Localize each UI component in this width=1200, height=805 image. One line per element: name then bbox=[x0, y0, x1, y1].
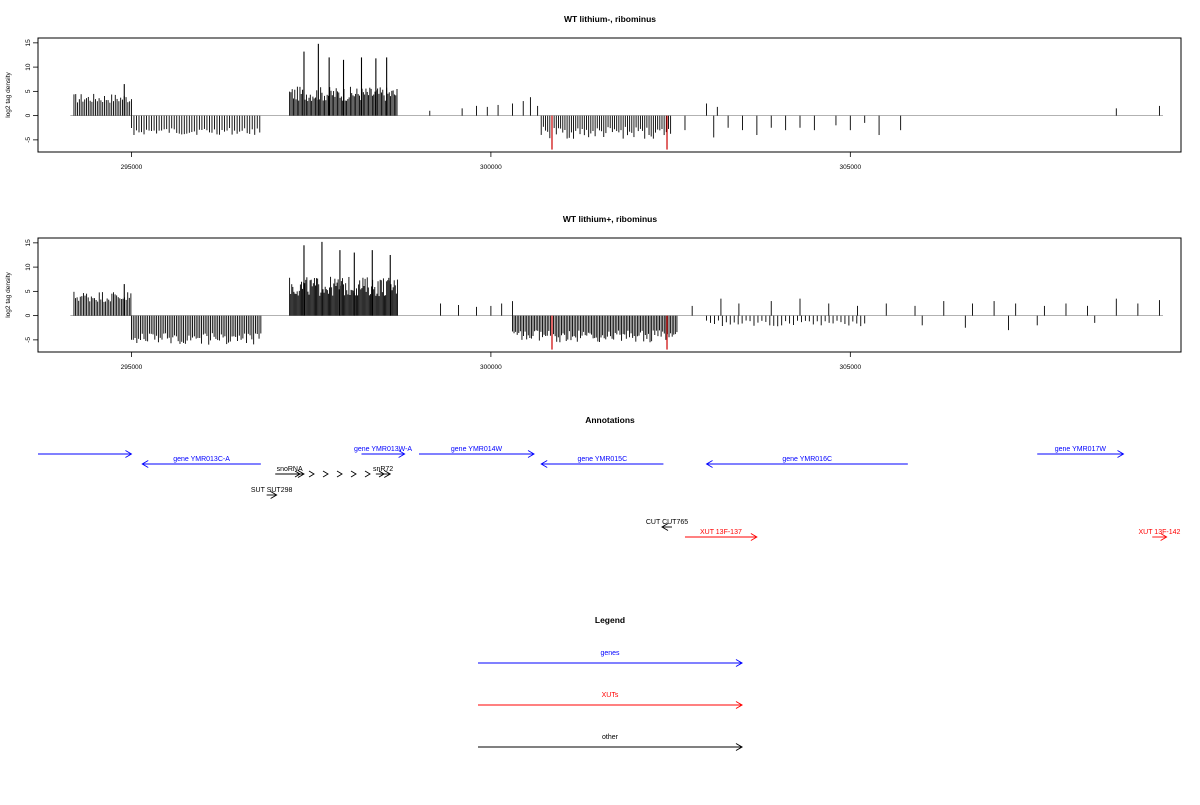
feature-label: gene YMR015C bbox=[577, 456, 627, 463]
y-tick-label: 0 bbox=[25, 313, 32, 317]
legend-title: Legend bbox=[595, 615, 625, 625]
y-tick-label: 15 bbox=[25, 239, 32, 247]
y-tick-label: 0 bbox=[25, 113, 32, 117]
feature-label: gene YMR013W-A bbox=[354, 446, 412, 453]
feature-label: XUT 13F-142 bbox=[1138, 529, 1180, 536]
feature-arrowhead bbox=[705, 460, 713, 468]
feature-label: CUT CUT765 bbox=[646, 519, 688, 526]
y-axis-label: log2 tag density bbox=[5, 271, 12, 317]
legend-arrowhead bbox=[735, 659, 743, 667]
feature-arrowhead bbox=[308, 470, 315, 478]
feature-arrowhead bbox=[141, 460, 149, 468]
y-tick-label: 10 bbox=[25, 263, 32, 271]
feature-arrowhead bbox=[1160, 533, 1168, 541]
feature-arrowhead bbox=[364, 470, 371, 478]
feature-arrowhead bbox=[294, 470, 301, 478]
y-tick-label: -5 bbox=[25, 337, 32, 343]
feature-arrowhead bbox=[378, 470, 385, 478]
x-tick-label: 305000 bbox=[839, 164, 861, 171]
feature-label: snR72 bbox=[373, 466, 393, 473]
feature-arrowhead bbox=[297, 470, 305, 478]
feature-label: XUT 13F-137 bbox=[700, 529, 742, 536]
feature-label: gene YMR016C bbox=[782, 456, 832, 463]
legend-label: other bbox=[602, 734, 619, 741]
y-tick-label: 15 bbox=[25, 39, 32, 47]
y-tick-label: 10 bbox=[25, 63, 32, 71]
feature-arrowhead bbox=[661, 523, 669, 531]
y-tick-label: 5 bbox=[25, 289, 32, 293]
feature-arrowhead bbox=[384, 470, 392, 478]
legend-label: XUTs bbox=[602, 692, 619, 699]
x-tick-label: 300000 bbox=[480, 164, 502, 171]
feature-label: gene YMR013C-A bbox=[173, 456, 230, 463]
feature-arrowhead bbox=[750, 533, 758, 541]
legend-arrowhead bbox=[735, 743, 743, 751]
chart-title: WT lithium-, ribominus bbox=[564, 14, 656, 24]
feature-arrowhead bbox=[322, 470, 329, 478]
x-tick-label: 295000 bbox=[121, 164, 143, 171]
feature-arrowhead bbox=[336, 470, 343, 478]
x-tick-label: 295000 bbox=[121, 364, 143, 371]
feature-label: gene YMR017W bbox=[1055, 446, 1107, 453]
feature-arrowhead bbox=[398, 450, 406, 458]
feature-label: snoRNA bbox=[277, 466, 303, 473]
x-tick-label: 305000 bbox=[839, 364, 861, 371]
feature-arrowhead bbox=[125, 450, 133, 458]
annotations-title: Annotations bbox=[585, 415, 635, 425]
plot-frame bbox=[37, 37, 1182, 153]
feature-arrowhead bbox=[270, 491, 278, 499]
feature-label: gene YMR014W bbox=[451, 446, 503, 453]
x-tick-label: 300000 bbox=[480, 364, 502, 371]
feature-arrowhead bbox=[540, 460, 548, 468]
y-tick-label: -5 bbox=[25, 137, 32, 143]
legend-label: genes bbox=[600, 650, 620, 657]
feature-arrowhead bbox=[1117, 450, 1125, 458]
y-axis-label: log2 tag density bbox=[5, 71, 12, 117]
feature-arrowhead bbox=[350, 470, 357, 478]
legend-arrowhead bbox=[735, 701, 743, 709]
chart-title: WT lithium+, ribominus bbox=[563, 214, 657, 224]
feature-label: SUT SUT298 bbox=[251, 487, 293, 494]
y-tick-label: 5 bbox=[25, 89, 32, 93]
feature-arrowhead bbox=[527, 450, 535, 458]
plot-frame bbox=[37, 237, 1182, 353]
